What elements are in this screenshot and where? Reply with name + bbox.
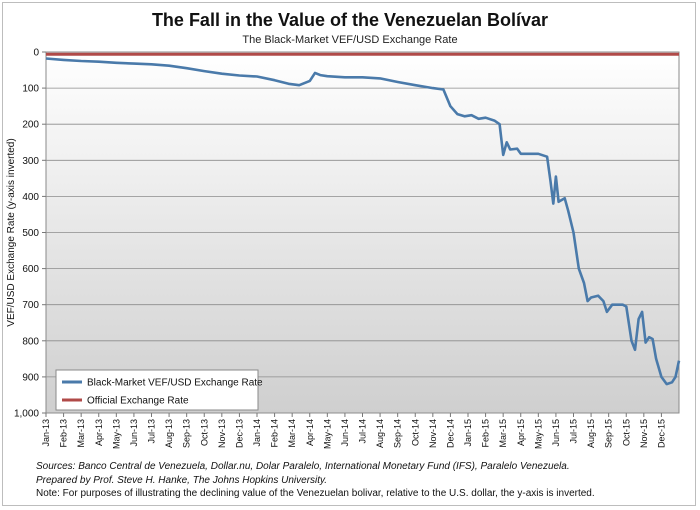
x-tick-label: May-13	[111, 419, 121, 449]
x-tick-label: Jan-13	[41, 419, 51, 447]
x-tick-label: Dec-13	[234, 419, 244, 448]
x-tick-label: Jun-13	[129, 419, 139, 447]
x-tick-label: Oct-13	[199, 419, 209, 446]
y-tick-label: 100	[22, 84, 39, 95]
x-tick-label: Apr-13	[94, 419, 104, 446]
x-tick-label: Feb-15	[481, 419, 491, 448]
black-market-rate-line	[45, 57, 681, 386]
chart-subtitle: The Black-Market VEF/USD Exchange Rate	[242, 34, 458, 46]
y-tick-label: 1,000	[14, 409, 39, 420]
x-tick-label: Mar-13	[76, 419, 86, 448]
x-tick-label: Aug-15	[586, 419, 596, 448]
x-tick-label: Mar-14	[287, 419, 297, 448]
legend-entry: Black-Market VEF/USD Exchange Rate	[87, 378, 263, 389]
x-tick-label: Jul-14	[358, 419, 368, 444]
x-tick-label: Apr-15	[516, 419, 526, 446]
y-tick-label: 700	[22, 300, 39, 311]
x-tick-label: Jan-14	[252, 419, 262, 447]
legend-entry: Official Exchange Rate	[87, 396, 189, 407]
x-tick-label: Nov-15	[639, 419, 649, 448]
y-tick-label: 400	[22, 192, 39, 203]
x-tick-label: Nov-14	[428, 419, 438, 448]
x-tick-label: Aug-13	[164, 419, 174, 448]
inverted-axis-note: Note: For purposes of illustrating the d…	[36, 488, 595, 499]
x-tick-label: Oct-14	[410, 419, 420, 446]
x-tick-label: Nov-13	[217, 419, 227, 448]
x-tick-label: Jun-14	[340, 419, 350, 447]
x-tick-label: Jul-13	[147, 419, 157, 444]
x-tick-label: Sep-14	[393, 419, 403, 448]
x-tick-label: Dec-15	[656, 419, 666, 448]
y-tick-label: 0	[33, 48, 39, 59]
sources-note: Sources: Banco Central de Venezuela, Dol…	[36, 461, 570, 472]
x-tick-label: Sep-15	[604, 419, 614, 448]
y-tick-label: 300	[22, 156, 39, 167]
notes-block: Sources: Banco Central de Venezuela, Dol…	[36, 460, 686, 501]
x-tick-label: Aug-14	[375, 419, 385, 448]
x-tick-label: Dec-14	[445, 419, 455, 448]
prepared-by-note: Prepared by Prof. Steve H. Hanke, The Jo…	[36, 474, 328, 486]
y-axis-label: VEF/USD Exchange Rate (y-axis inverted)	[6, 138, 17, 326]
chart-title: The Fall in the Value of the Venezuelan …	[151, 10, 549, 30]
y-tick-label: 500	[22, 228, 39, 239]
x-tick-label: Jun-15	[551, 419, 561, 447]
x-tick-label: May-15	[533, 419, 543, 449]
x-tick-label: May-14	[322, 419, 332, 449]
x-tick-label: Oct-15	[621, 419, 631, 446]
y-tick-label: 900	[22, 372, 39, 383]
y-tick-label: 800	[22, 336, 39, 347]
x-tick-label: Feb-14	[270, 419, 280, 448]
x-tick-label: Apr-14	[305, 419, 315, 446]
x-tick-label: Mar-15	[498, 419, 508, 448]
y-tick-label: 200	[22, 120, 39, 131]
y-tick-label: 600	[22, 264, 39, 275]
x-tick-label: Jan-15	[463, 419, 473, 447]
x-tick-label: Feb-13	[59, 419, 69, 448]
x-tick-label: Jul-15	[569, 419, 579, 444]
x-tick-label: Sep-13	[182, 419, 192, 448]
legend-box	[55, 369, 259, 411]
